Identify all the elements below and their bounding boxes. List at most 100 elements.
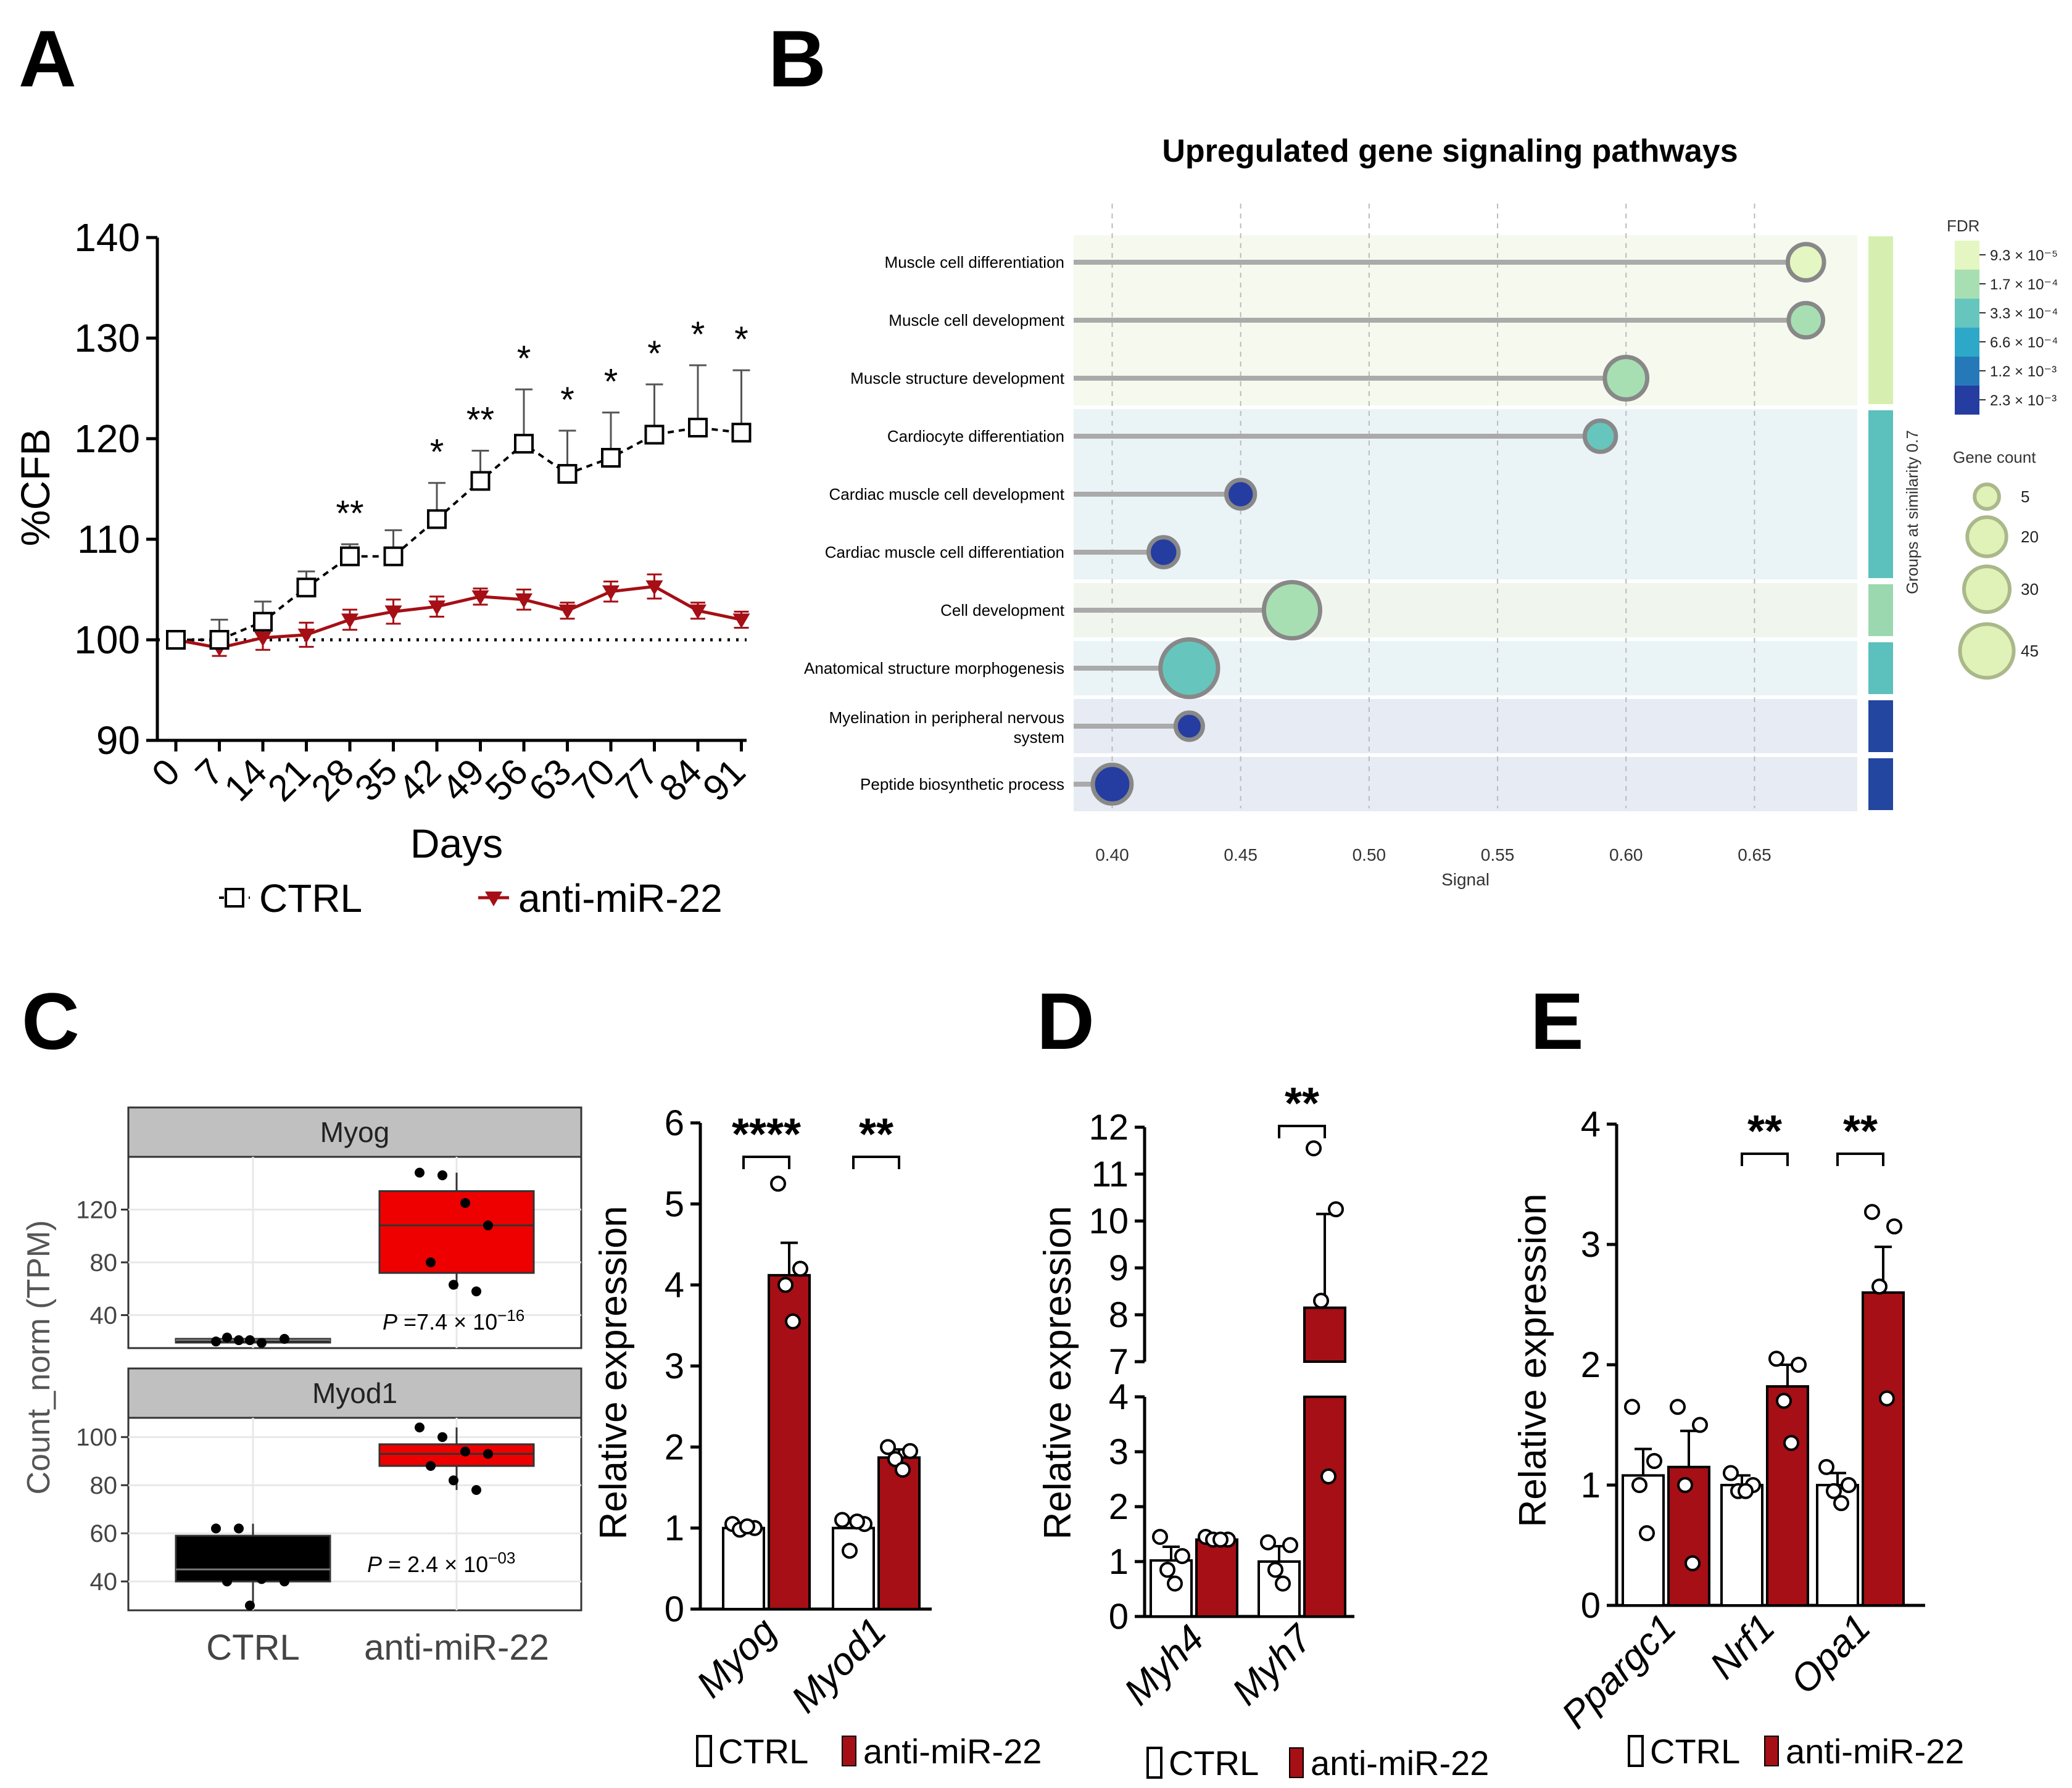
- bar-data-point: [1738, 1483, 1754, 1499]
- bar-data-point: [785, 1313, 801, 1330]
- box-data-point: [437, 1432, 447, 1442]
- panel-c-box-plot: Myog 40 80 120 P =7.4 × 10−16 Myod1 40 60 80 100 P…: [21, 1106, 582, 1668]
- y-tick-label: 2: [1581, 1345, 1601, 1385]
- panel-label-a: A: [19, 14, 77, 104]
- bar: [1195, 1538, 1238, 1618]
- group-color-bar: [1868, 700, 1893, 752]
- size-legend-circle: [1965, 515, 2008, 558]
- legend-treated-label: anti-miR-22: [1311, 1744, 1489, 1782]
- box-data-point: [245, 1600, 255, 1611]
- significance-marker: ****: [732, 1110, 801, 1159]
- facet-title: Myog: [320, 1116, 389, 1148]
- ctrl-point: [166, 630, 186, 650]
- box-data-point: [426, 1257, 436, 1268]
- significance-marker: *: [430, 433, 444, 473]
- ctrl-point: [514, 434, 534, 454]
- box-data-point: [234, 1335, 244, 1346]
- ctrl-point: [601, 447, 621, 468]
- bar-data-point: [770, 1175, 786, 1192]
- pathway-label: system: [1014, 728, 1064, 747]
- y-tick-label: 4: [1109, 1377, 1129, 1417]
- y-tick-label: 8: [1109, 1295, 1129, 1335]
- pathway-label: Cell development: [940, 601, 1065, 619]
- lollipop-point: [1173, 710, 1205, 742]
- panel-label-d: D: [1037, 976, 1095, 1066]
- bar-data-point: [1328, 1201, 1344, 1217]
- significance-bracket: [852, 1156, 900, 1169]
- y-tick-label: 3: [1109, 1432, 1129, 1472]
- y-tick-label: 12: [1088, 1107, 1129, 1148]
- bar-data-point: [834, 1512, 850, 1528]
- bar-data-point: [1670, 1399, 1686, 1415]
- y-tick-label: 6: [665, 1103, 684, 1143]
- lollipop-point: [1602, 355, 1650, 402]
- box-data-point: [257, 1574, 267, 1584]
- significance-marker: **: [1747, 1107, 1782, 1156]
- fdr-legend-label: 6.6 × 10⁻⁴: [1990, 334, 2058, 351]
- bar-data-point: [1275, 1575, 1291, 1592]
- facet-title: Myod1: [312, 1377, 397, 1409]
- panel-c-bar-chart: Relative expression 0 1 2 3 4 5 6 Myog **** Myod1 *…: [592, 1103, 1042, 1771]
- bar: [1720, 1484, 1763, 1607]
- bar-data-point: [1313, 1293, 1329, 1309]
- bar-data-point: [1685, 1555, 1701, 1571]
- ctrl-point: [209, 630, 230, 650]
- bar-data-point: [739, 1518, 755, 1535]
- panel-label-c: C: [22, 976, 80, 1066]
- bar-data-point: [1818, 1459, 1834, 1475]
- box-data-point: [222, 1576, 232, 1587]
- bar-data-point: [1646, 1453, 1662, 1469]
- lollipop-point: [1158, 637, 1220, 700]
- fdr-legend-label: 3.3 × 10⁻⁴: [1990, 305, 2058, 322]
- bar-data-point: [1267, 1562, 1283, 1578]
- box-data-point: [460, 1198, 470, 1208]
- bar-data-point: [1320, 1468, 1336, 1485]
- y-tick-label: 130: [74, 316, 140, 360]
- y-tick-label: 110: [77, 517, 140, 561]
- pathway-label: Cardiocyte differentiation: [887, 427, 1064, 445]
- panel-e-bar-chart: Relative expression 0 1 2 3 4 Ppargc1 Nrf1 ** Opa…: [1512, 1104, 1964, 1771]
- significance-marker: **: [859, 1110, 893, 1159]
- y-tick-label: 4: [1581, 1104, 1601, 1144]
- y-tick-label: 0: [665, 1589, 684, 1629]
- significance-bracket: [1836, 1153, 1884, 1166]
- y-tick-label: 9: [1109, 1248, 1129, 1288]
- axis-break-gap: [1320, 1364, 1370, 1396]
- box-data-point: [415, 1422, 425, 1433]
- bar-data-point: [792, 1260, 808, 1277]
- fdr-legend-swatch: [1955, 241, 1979, 270]
- significance-marker: *: [647, 334, 661, 374]
- legend-treated-swatch: [1764, 1736, 1779, 1766]
- pathway-label: Cardiac muscle cell development: [829, 485, 1064, 503]
- size-legend-circle: [1958, 622, 2016, 680]
- x-tick-label: 91: [695, 751, 753, 809]
- significance-marker: **: [1843, 1107, 1878, 1156]
- panel-label-e: E: [1530, 976, 1584, 1066]
- y-tick-label: 11: [1092, 1154, 1129, 1194]
- significance-marker: *: [604, 362, 618, 402]
- bar: [832, 1526, 875, 1611]
- box-data-point: [280, 1334, 289, 1344]
- fdr-legend-swatch: [1955, 270, 1979, 299]
- ctrl-point: [470, 471, 491, 491]
- fdr-legend-label: 1.2 × 10⁻³: [1990, 363, 2057, 380]
- box-data-point: [460, 1446, 470, 1457]
- y-axis-title: Count_norm (TPM): [21, 1220, 57, 1495]
- x-tick-label: 0.45: [1224, 845, 1258, 864]
- box-data-point: [426, 1461, 436, 1471]
- group-color-bar: [1868, 758, 1893, 810]
- lollipop-point: [1785, 242, 1826, 283]
- facet-strip: [127, 1367, 582, 1419]
- treated-point: [515, 593, 533, 608]
- group-color-bar: [1868, 410, 1893, 578]
- x-tick-label: 0.55: [1481, 845, 1515, 864]
- y-axis-title: %CFB: [12, 429, 58, 547]
- group-axis-label: Groups at similarity 0.7: [1903, 430, 1921, 594]
- y-tick-label: 100: [76, 1424, 117, 1451]
- bar-data-point: [1879, 1390, 1895, 1407]
- bar: [1622, 1474, 1665, 1607]
- box-data-point: [471, 1286, 481, 1297]
- x-tick-label: 0.65: [1738, 845, 1772, 864]
- box-data-point: [483, 1220, 493, 1231]
